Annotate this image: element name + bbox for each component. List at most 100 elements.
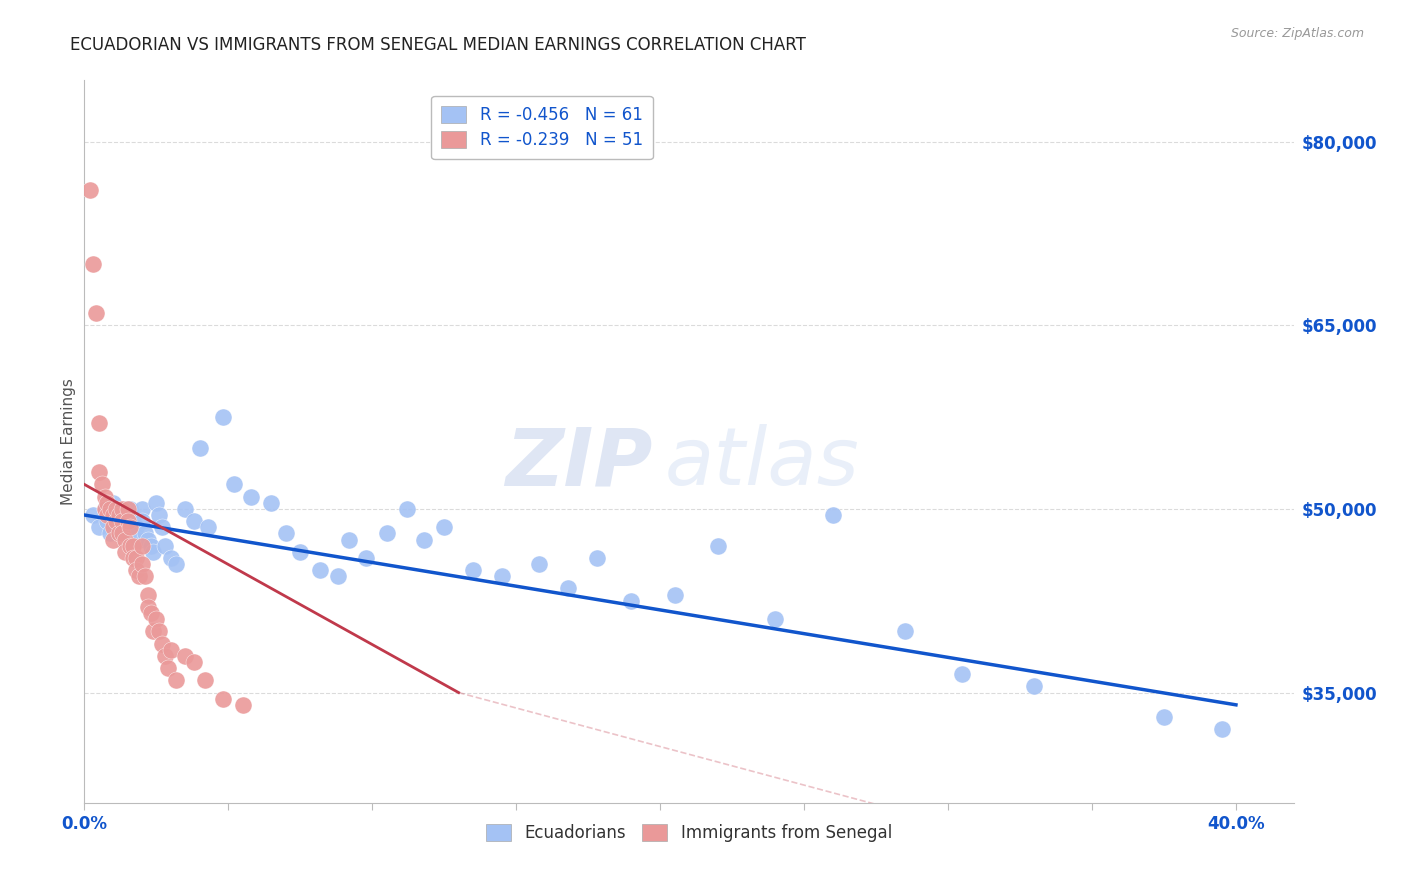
Point <box>142 545 165 559</box>
Point <box>131 539 153 553</box>
Point <box>148 508 170 522</box>
Point <box>131 502 153 516</box>
Point <box>131 557 153 571</box>
Point <box>188 441 211 455</box>
Point <box>395 502 418 516</box>
Point <box>375 526 398 541</box>
Point <box>174 502 197 516</box>
Point <box>150 520 173 534</box>
Point <box>142 624 165 639</box>
Point <box>128 569 150 583</box>
Point <box>153 648 176 663</box>
Point <box>557 582 579 596</box>
Point <box>108 508 131 522</box>
Point <box>122 514 145 528</box>
Point <box>90 477 112 491</box>
Point <box>120 539 142 553</box>
Point <box>128 533 150 547</box>
Point <box>101 508 124 522</box>
Point <box>174 648 197 663</box>
Point <box>529 557 551 571</box>
Point <box>125 520 148 534</box>
Point <box>82 508 104 522</box>
Point <box>183 655 205 669</box>
Point <box>1211 723 1233 737</box>
Point <box>108 526 131 541</box>
Point <box>136 533 159 547</box>
Point <box>111 514 134 528</box>
Text: Source: ZipAtlas.com: Source: ZipAtlas.com <box>1230 27 1364 40</box>
Point <box>117 526 139 541</box>
Point <box>159 550 181 565</box>
Point <box>413 533 436 547</box>
Point <box>240 490 263 504</box>
Point <box>101 520 124 534</box>
Point <box>87 416 110 430</box>
Point <box>82 257 104 271</box>
Point <box>585 550 607 565</box>
Point <box>114 545 136 559</box>
Point <box>79 184 101 198</box>
Point <box>134 569 156 583</box>
Point <box>222 477 245 491</box>
Point <box>763 612 786 626</box>
Point <box>260 496 283 510</box>
Point <box>125 563 148 577</box>
Point <box>120 520 142 534</box>
Point <box>117 502 139 516</box>
Point <box>491 569 513 583</box>
Point <box>821 508 844 522</box>
Point <box>326 569 349 583</box>
Point <box>433 520 456 534</box>
Point <box>117 514 139 528</box>
Point <box>101 508 124 522</box>
Y-axis label: Median Earnings: Median Earnings <box>60 378 76 505</box>
Point <box>101 533 124 547</box>
Point <box>122 539 145 553</box>
Point <box>145 612 167 626</box>
Point <box>93 502 115 516</box>
Point <box>620 593 643 607</box>
Point <box>117 508 139 522</box>
Point <box>96 496 118 510</box>
Point <box>98 502 121 516</box>
Point <box>1024 680 1046 694</box>
Point <box>111 502 134 516</box>
Point <box>356 550 378 565</box>
Point <box>96 508 118 522</box>
Point <box>211 410 233 425</box>
Point <box>105 502 128 516</box>
Point <box>166 673 188 688</box>
Point <box>194 673 217 688</box>
Point <box>156 661 179 675</box>
Point <box>98 526 121 541</box>
Point <box>232 698 254 712</box>
Point <box>93 490 115 504</box>
Point <box>87 465 110 479</box>
Point <box>309 563 332 577</box>
Point <box>706 539 728 553</box>
Text: atlas: atlas <box>665 425 859 502</box>
Text: ZIP: ZIP <box>505 425 652 502</box>
Point <box>122 550 145 565</box>
Point <box>84 306 107 320</box>
Point <box>150 637 173 651</box>
Point <box>131 514 153 528</box>
Point <box>136 599 159 614</box>
Point <box>159 642 181 657</box>
Point <box>108 514 131 528</box>
Point <box>136 588 159 602</box>
Point <box>1153 710 1175 724</box>
Point <box>120 502 142 516</box>
Point <box>183 514 205 528</box>
Point <box>134 526 156 541</box>
Point <box>153 539 176 553</box>
Point <box>139 539 162 553</box>
Point <box>101 496 124 510</box>
Point <box>290 545 312 559</box>
Point <box>111 520 134 534</box>
Point <box>461 563 484 577</box>
Text: ECUADORIAN VS IMMIGRANTS FROM SENEGAL MEDIAN EARNINGS CORRELATION CHART: ECUADORIAN VS IMMIGRANTS FROM SENEGAL ME… <box>70 36 806 54</box>
Point <box>111 526 134 541</box>
Point <box>148 624 170 639</box>
